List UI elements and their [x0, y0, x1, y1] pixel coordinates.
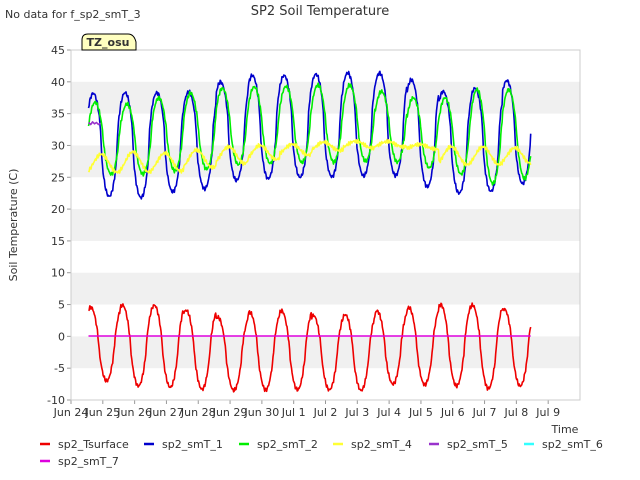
- legend-item-sp2-smT-1: sp2_smT_1: [144, 438, 223, 451]
- grid-band: [71, 81, 580, 114]
- y-tick-label: 30: [51, 139, 65, 152]
- series-lines: [87, 70, 532, 393]
- x-tick-label: Jun 30: [244, 406, 280, 419]
- x-tick-label: Jul 6: [440, 406, 465, 419]
- series-line-sp2-smT-5: [87, 121, 101, 126]
- y-tick-label: 5: [58, 299, 65, 312]
- x-tick-label: Jun 28: [180, 406, 216, 419]
- grid-band: [71, 209, 580, 241]
- tz-annotation-badge: TZ_osu: [81, 33, 137, 51]
- legend-item-sp2-Tsurface: sp2_Tsurface: [40, 438, 129, 451]
- y-axis-ticks: -10 -5 0 5 10 15 20 25 30 35 40 45: [47, 44, 71, 407]
- x-tick-label: Jul 8: [503, 406, 528, 419]
- plot-border: [70, 49, 581, 401]
- y-tick-label: -5: [54, 362, 65, 375]
- y-tick-label: 10: [51, 267, 65, 280]
- x-axis-label: Time: [551, 423, 579, 436]
- legend-item-sp2-smT-5: sp2_smT_5: [429, 438, 508, 451]
- y-tick-label: 40: [51, 76, 65, 89]
- x-tick-label: Jun 26: [116, 406, 152, 419]
- x-tick-label: Jun 27: [148, 406, 184, 419]
- legend-label: sp2_smT_5: [447, 438, 508, 451]
- x-tick-label: Jul 1: [281, 406, 306, 419]
- legend-item-sp2-smT-6: sp2_smT_6: [524, 438, 603, 451]
- no-data-note: No data for f_sp2_smT_3: [5, 8, 141, 21]
- y-axis-label: Soil Temperature (C): [7, 169, 20, 282]
- x-tick-label: Jul 5: [408, 406, 433, 419]
- legend-label: sp2_smT_6: [542, 438, 603, 451]
- chart-title: SP2 Soil Temperature: [251, 4, 389, 19]
- legend: sp2_Tsurface sp2_smT_1 sp2_smT_2 sp2_smT_4 s…: [40, 438, 603, 468]
- plot-frame: [70, 49, 581, 401]
- x-tick-label: Jul 7: [472, 406, 497, 419]
- legend-item-sp2-smT-7: sp2_smT_7: [40, 455, 119, 468]
- x-tick-label: Jul 4: [376, 406, 401, 419]
- x-tick-label: Jul 9: [535, 406, 560, 419]
- legend-label: sp2_smT_4: [351, 438, 412, 451]
- x-tick-label: Jul 2: [313, 406, 338, 419]
- legend-label: sp2_smT_1: [162, 438, 223, 451]
- x-tick-label: Jun 24: [53, 406, 89, 419]
- y-tick-label: 0: [58, 330, 65, 343]
- series-line-sp2-smT-1: [87, 70, 532, 200]
- legend-item-sp2-smT-2: sp2_smT_2: [239, 438, 318, 451]
- legend-item-sp2-smT-4: sp2_smT_4: [333, 438, 412, 451]
- y-tick-label: 45: [51, 44, 65, 57]
- x-tick-label: Jul 3: [344, 406, 369, 419]
- legend-label: sp2_smT_7: [58, 455, 119, 468]
- series-line-sp2-smT-4: [87, 138, 532, 174]
- y-tick-label: 25: [51, 171, 65, 184]
- legend-label: sp2_smT_2: [257, 438, 318, 451]
- y-tick-label: 35: [51, 108, 65, 121]
- grid-band: [71, 272, 580, 305]
- x-tick-label: Jun 29: [212, 406, 248, 419]
- y-tick-label: 20: [51, 203, 65, 216]
- tz-annotation-label: TZ_osu: [87, 36, 130, 49]
- series-line-sp2-Tsurface: [88, 302, 532, 393]
- x-tick-label: Jun 25: [84, 406, 120, 419]
- series-line-sp2-smT-2: [87, 82, 532, 186]
- legend-label: sp2_Tsurface: [58, 438, 129, 451]
- y-tick-label: 15: [51, 235, 65, 248]
- y-tick-label: -10: [47, 394, 65, 407]
